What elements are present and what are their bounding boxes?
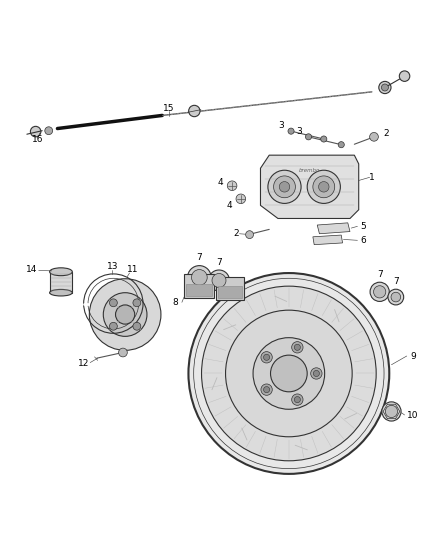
Circle shape [212,273,226,287]
Polygon shape [317,223,350,234]
Text: 11: 11 [127,264,139,273]
Circle shape [385,405,398,417]
Circle shape [313,176,335,198]
Circle shape [279,182,290,192]
Text: 15: 15 [163,104,174,113]
Circle shape [374,286,386,298]
Polygon shape [261,155,359,219]
Circle shape [338,142,344,148]
Text: 8: 8 [173,298,178,307]
Circle shape [89,279,161,350]
Circle shape [391,292,401,302]
Circle shape [311,368,322,379]
Polygon shape [218,287,242,298]
Circle shape [294,397,300,403]
Circle shape [307,170,340,204]
Circle shape [119,348,127,357]
Text: 7: 7 [197,253,202,262]
Text: 2: 2 [233,229,239,238]
Circle shape [305,134,311,140]
Circle shape [292,394,303,405]
Circle shape [382,402,401,421]
Circle shape [388,289,404,305]
Circle shape [45,127,53,135]
Text: 13: 13 [107,262,118,271]
Circle shape [30,126,41,137]
Circle shape [318,182,329,192]
Circle shape [116,305,135,324]
Polygon shape [313,235,343,245]
Circle shape [187,265,211,289]
Circle shape [236,194,246,204]
Text: 6: 6 [360,236,366,245]
Circle shape [264,386,270,393]
Circle shape [201,286,376,461]
Circle shape [379,82,391,94]
Circle shape [103,293,147,336]
Circle shape [208,270,230,291]
Circle shape [110,299,117,306]
Text: 14: 14 [25,265,37,274]
Text: 4: 4 [218,178,223,187]
Circle shape [264,354,270,360]
Text: 5: 5 [360,222,366,231]
Text: 16: 16 [32,135,43,144]
Circle shape [133,299,141,306]
Circle shape [274,176,295,198]
Circle shape [133,322,141,330]
Circle shape [370,133,378,141]
Circle shape [261,384,272,395]
Text: 3: 3 [296,127,302,136]
Polygon shape [186,284,212,296]
Text: 10: 10 [406,411,418,421]
Text: 12: 12 [78,359,89,368]
Circle shape [226,310,352,437]
Text: brembo: brembo [299,168,320,173]
Text: 7: 7 [216,257,222,266]
Circle shape [370,282,389,302]
Circle shape [271,355,307,392]
Circle shape [189,106,200,117]
Circle shape [321,136,327,142]
Circle shape [294,344,300,350]
Text: 1: 1 [369,173,374,182]
Polygon shape [215,277,244,300]
Text: 7: 7 [377,270,382,279]
Text: 9: 9 [410,351,416,360]
Ellipse shape [49,289,72,296]
Text: 7: 7 [393,277,399,286]
Text: 4: 4 [226,201,232,210]
Circle shape [292,342,303,353]
Circle shape [110,322,117,330]
Circle shape [381,84,389,91]
Text: 2: 2 [383,129,389,138]
Polygon shape [49,272,72,293]
Circle shape [313,370,319,376]
Circle shape [268,170,301,204]
Circle shape [191,270,207,285]
Circle shape [188,273,389,474]
Polygon shape [184,274,214,298]
Circle shape [246,231,254,239]
Circle shape [227,181,237,190]
Circle shape [288,128,294,134]
Text: 3: 3 [279,122,284,131]
Circle shape [253,338,325,409]
Circle shape [261,352,272,363]
Ellipse shape [49,268,72,276]
Circle shape [399,71,410,82]
